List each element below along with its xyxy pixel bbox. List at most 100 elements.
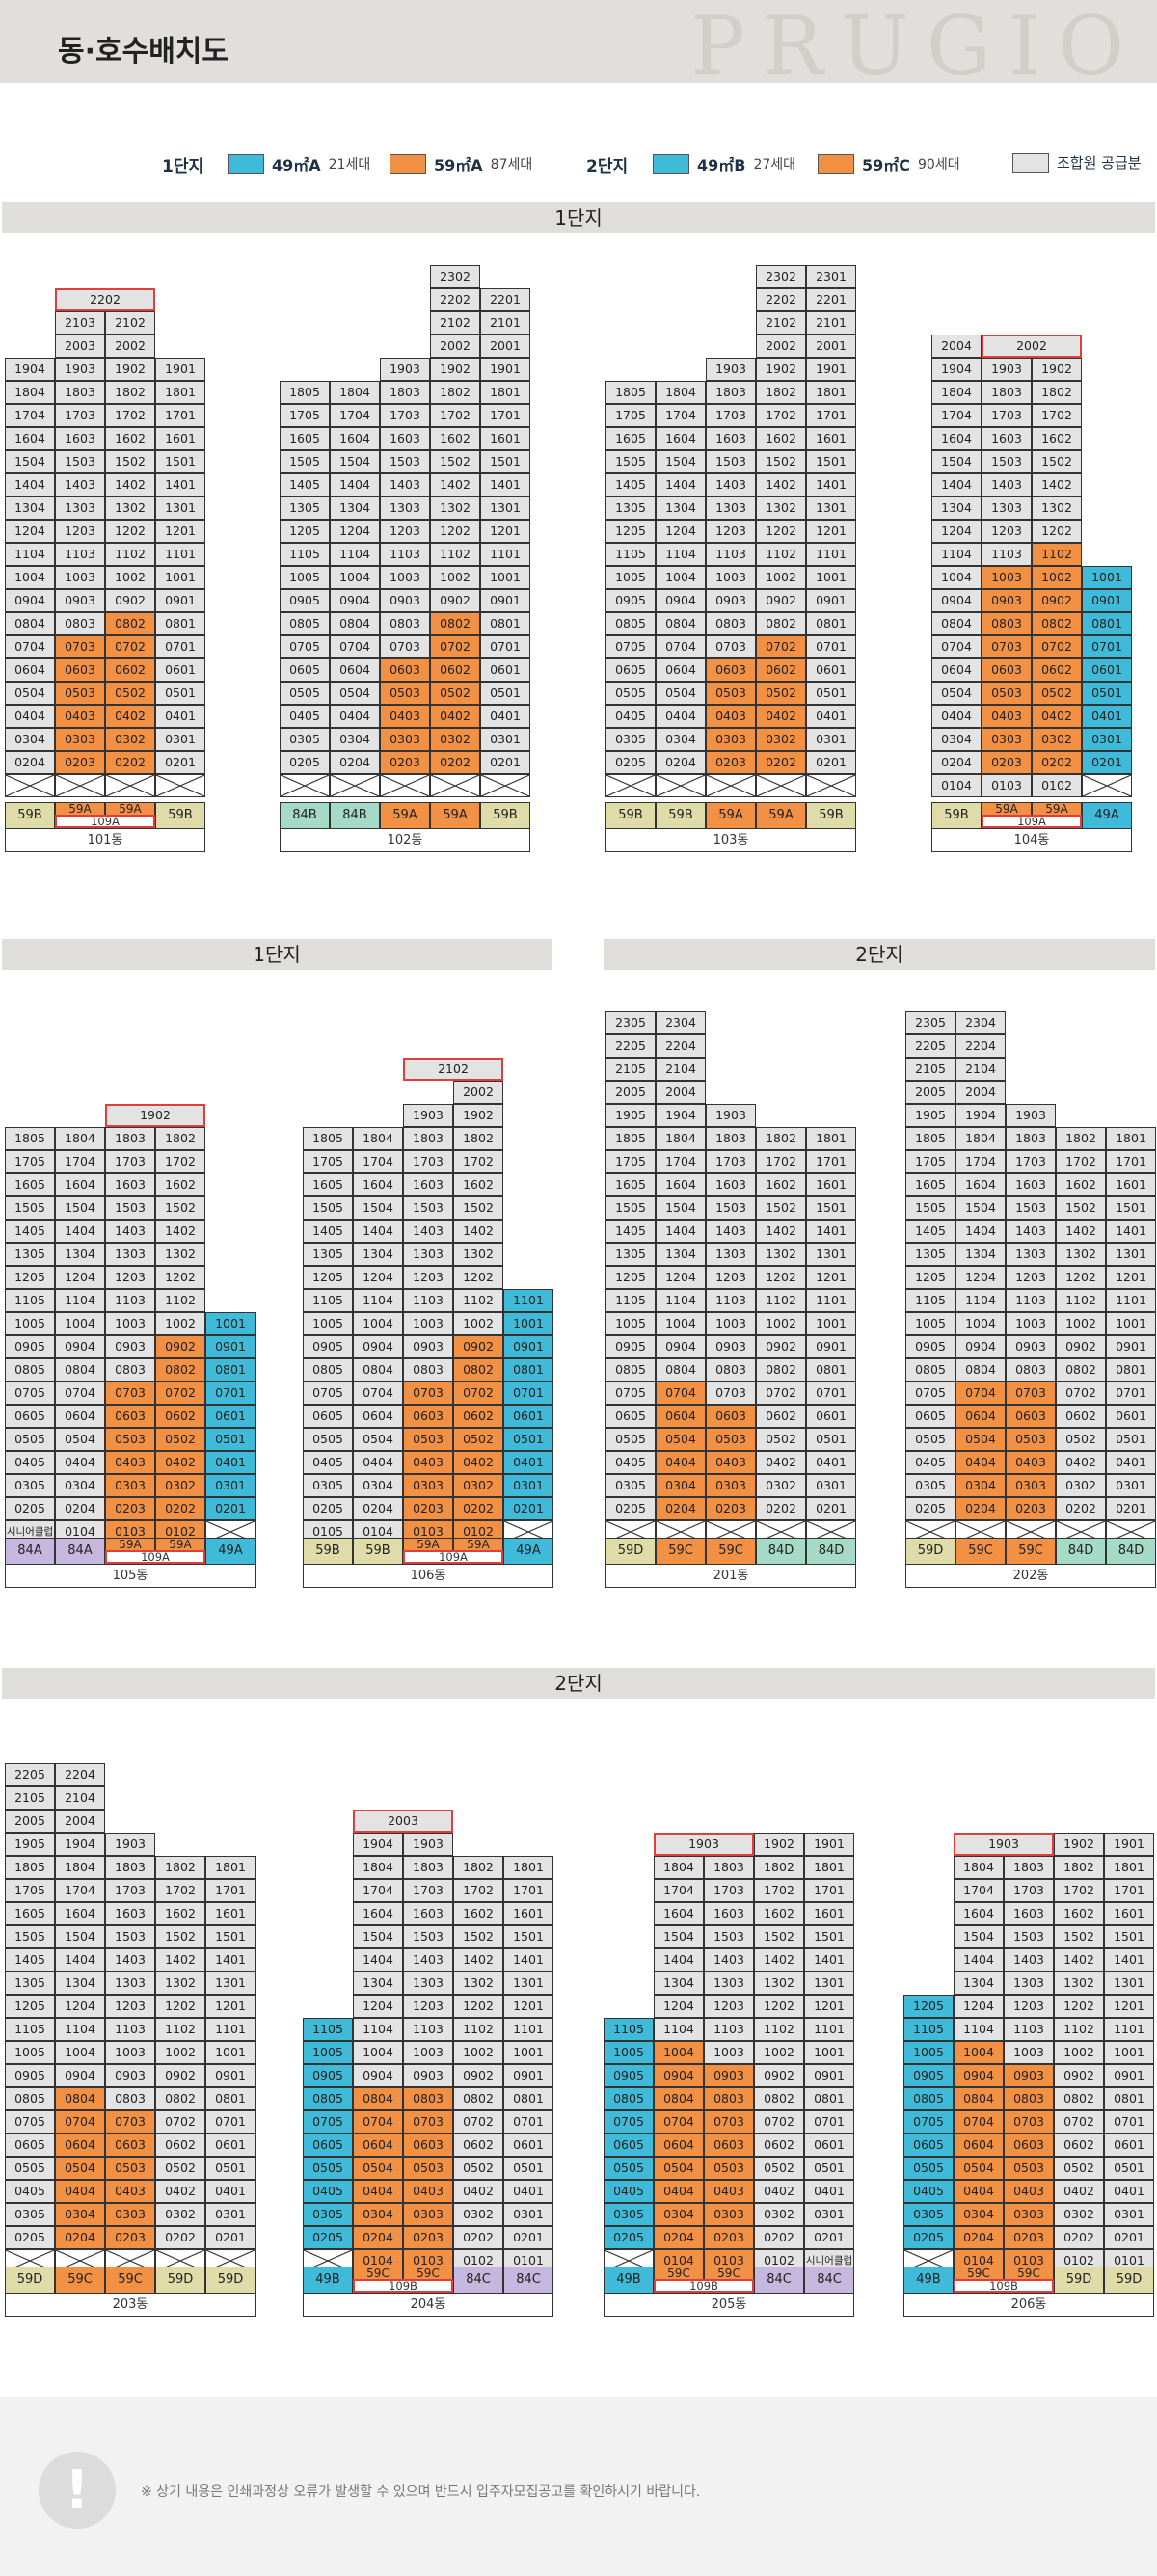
empty-cell <box>480 774 530 797</box>
unit-cell: 1805 <box>605 381 656 404</box>
unit-cell: 0304 <box>55 1474 105 1497</box>
unit-cell: 0605 <box>5 2133 55 2157</box>
unit-cell: 1705 <box>605 1150 656 1173</box>
unit-cell: 0504 <box>55 1428 105 1451</box>
base-type-cell: 59C <box>656 1538 706 1565</box>
unit-cell: 1503 <box>380 450 430 473</box>
unit-cell: 0901 <box>1082 589 1132 612</box>
unit-cell: 0404 <box>954 2180 1004 2203</box>
unit-cell: 1005 <box>903 2041 954 2064</box>
unit-cell: 1001 <box>205 1312 256 1335</box>
unit-cell: 0303 <box>55 728 105 751</box>
unit-cell: 1001 <box>806 566 856 589</box>
unit-cell: 1504 <box>955 1196 1006 1220</box>
unit-cell: 1804 <box>353 1856 403 1879</box>
merged-type: 109A <box>982 815 1082 836</box>
unit-cell: 2202 <box>430 288 480 311</box>
unit-cell: 0402 <box>1054 2180 1104 2203</box>
unit-cell: 0505 <box>303 1428 353 1451</box>
unit-cell: 0103 <box>982 774 1032 797</box>
unit-cell: 1602 <box>155 1902 205 1925</box>
unit-cell: 0805 <box>605 1358 656 1382</box>
unit-cell: 1804 <box>55 1127 105 1150</box>
unit-cell: 1301 <box>1104 1972 1154 1995</box>
unit-cell: 1903 <box>403 1104 453 1127</box>
unit-cell: 0801 <box>205 1358 256 1382</box>
unit-cell: 0205 <box>303 2226 353 2249</box>
unit-cell: 1704 <box>55 1879 105 1902</box>
unit-cell: 1703 <box>380 404 430 427</box>
unit-cell: 0703 <box>105 1382 155 1405</box>
unit-cell: 1502 <box>756 450 806 473</box>
unit-cell: 1505 <box>905 1196 955 1220</box>
base-type-label: 59C <box>1017 2267 1040 2280</box>
unit-cell: 1301 <box>503 1972 553 1995</box>
unit-cell: 0501 <box>1104 2157 1154 2180</box>
unit-cell: 1801 <box>806 381 856 404</box>
unit-cell: 1902 <box>1032 358 1082 381</box>
unit-cell: 0301 <box>155 728 205 751</box>
base-type-cell: 84C <box>453 2267 503 2294</box>
unit-cell: 0702 <box>756 1382 806 1405</box>
base-type-cell: 59D <box>155 2267 205 2294</box>
unit-cell: 0403 <box>706 705 756 728</box>
unit-cell: 0602 <box>756 1405 806 1428</box>
unit-cell: 1901 <box>1104 1833 1154 1856</box>
base-type-cell: 59D <box>1054 2267 1104 2294</box>
unit-cell: 1604 <box>353 1173 403 1196</box>
unit-cell: 1702 <box>155 1150 205 1173</box>
unit-cell: 0604 <box>654 2133 704 2157</box>
unit-cell: 1202 <box>1032 520 1082 543</box>
unit-cell: 1904 <box>656 1104 706 1127</box>
unit-cell: 1604 <box>954 1902 1004 1925</box>
unit-cell: 0705 <box>303 1382 353 1405</box>
unit-cell: 0602 <box>453 1405 503 1428</box>
unit-cell: 0403 <box>380 705 430 728</box>
merged-type-label: 109B <box>353 2279 453 2293</box>
unit-cell: 1202 <box>430 520 480 543</box>
unit-cell: 0601 <box>480 658 530 682</box>
base-type-cell: 59D <box>5 2267 55 2294</box>
unit-cell: 0901 <box>155 589 205 612</box>
unit-cell: 0202 <box>453 1497 503 1520</box>
unit-cell: 1303 <box>403 1243 453 1266</box>
legend-label: 1단지 <box>162 157 204 176</box>
unit-cell: 1303 <box>982 496 1032 520</box>
unit-cell: 1403 <box>706 1220 756 1243</box>
unit-cell: 0302 <box>453 2203 503 2226</box>
unit-cell: 1804 <box>5 381 55 404</box>
unit-cell: 0804 <box>654 2087 704 2110</box>
unit-cell: 1103 <box>403 2018 453 2041</box>
unit-cell: 0605 <box>280 658 330 682</box>
unit-cell: 2002 <box>430 335 480 358</box>
unit-cell: 0202 <box>155 2226 205 2249</box>
unit-cell: 1105 <box>903 2018 954 2041</box>
unit-cell: 1405 <box>5 1220 55 1243</box>
legend-type: 59㎡A <box>434 156 483 174</box>
unit-cell: 1104 <box>656 1289 706 1312</box>
unit-cell: 1502 <box>1054 1925 1104 1948</box>
header-bar: 동·호수배치도 PRUGIO <box>0 0 1157 87</box>
unit-cell: 1601 <box>205 1902 256 1925</box>
unit-cell: 0402 <box>1032 705 1082 728</box>
unit-cell: 1401 <box>205 1948 256 1972</box>
unit-cell: 0805 <box>5 2087 55 2110</box>
unit-cell: 0704 <box>954 2110 1004 2133</box>
unit-cell: 1304 <box>353 1243 403 1266</box>
unit-cell: 0402 <box>1056 1451 1106 1474</box>
unit-cell: 1105 <box>303 1289 353 1312</box>
unit-cell: 1903 <box>706 1104 756 1127</box>
unit-cell: 1604 <box>55 1173 105 1196</box>
unit-cell: 1003 <box>55 566 105 589</box>
unit-cell: 0504 <box>654 2157 704 2180</box>
unit-cell: 1502 <box>155 1925 205 1948</box>
unit-cell: 1705 <box>280 404 330 427</box>
base-type-cell: 59C <box>105 2267 155 2294</box>
unit-cell: 2102 <box>105 311 155 335</box>
unit-cell: 1005 <box>280 566 330 589</box>
unit-cell: 1303 <box>55 496 105 520</box>
unit-cell: 0501 <box>1082 682 1132 705</box>
unit-cell: 0304 <box>353 1474 403 1497</box>
unit-cell: 1203 <box>105 1995 155 2018</box>
